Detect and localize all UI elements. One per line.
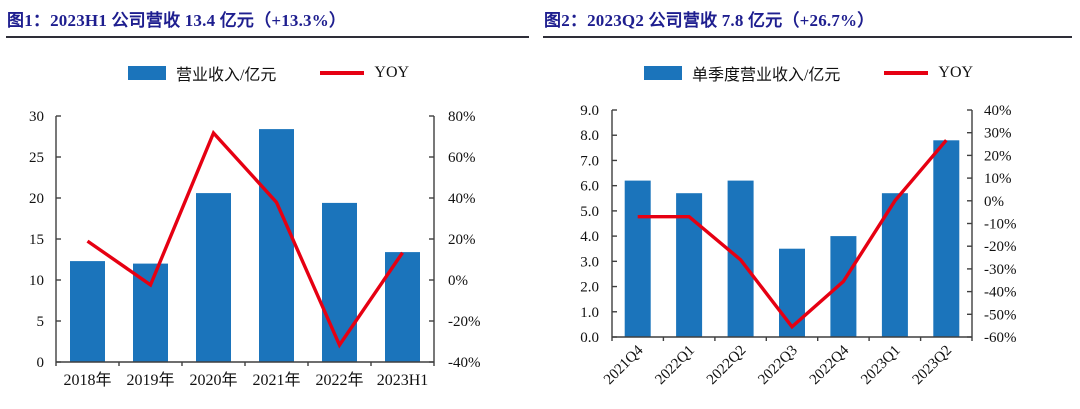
yoy-line: [637, 139, 948, 330]
svg-text:6.0: 6.0: [580, 179, 599, 195]
yoy-line: [86, 129, 404, 349]
svg-text:-10%: -10%: [984, 217, 1017, 233]
x-label: 2022Q3: [755, 343, 800, 388]
figure-2-title: 图2：2023Q2 公司营收 7.8 亿元（+26.7%）: [544, 11, 875, 30]
revenue-bars: [624, 140, 960, 337]
svg-text:-30%: -30%: [984, 262, 1017, 278]
revenue-bars: [70, 129, 420, 362]
x-label: 2022年: [315, 371, 363, 389]
line-legend-label: YOY: [938, 64, 974, 81]
figure-2-panel: 图2：2023Q2 公司营收 7.8 亿元（+26.7%） 单季度营业收入/亿元…: [537, 0, 1080, 409]
svg-text:15: 15: [29, 232, 44, 248]
x-label: 2022Q2: [704, 343, 749, 388]
bar: [624, 180, 651, 337]
svg-text:10%: 10%: [984, 171, 1012, 187]
bar: [196, 193, 231, 362]
x-label: 2020年: [189, 371, 237, 389]
svg-text:9.0: 9.0: [580, 103, 599, 119]
svg-text:30: 30: [29, 109, 44, 125]
bar: [779, 248, 805, 337]
svg-text:60%: 60%: [448, 150, 476, 166]
right-axis: -40% -20% 0% 20% 40% 60% 80%: [429, 109, 481, 371]
svg-text:3.0: 3.0: [580, 254, 599, 270]
svg-text:4.0: 4.0: [580, 229, 599, 245]
x-label: 2019年: [126, 371, 174, 389]
svg-text:8.0: 8.0: [580, 128, 599, 144]
figure-2-title-underline: [543, 36, 1072, 38]
bar-legend-swatch: [643, 66, 682, 80]
figure-1-legend: 营业收入/亿元 YOY: [0, 58, 537, 88]
svg-text:25: 25: [29, 150, 44, 166]
svg-text:80%: 80%: [448, 109, 476, 125]
x-label: 2021年: [252, 371, 300, 389]
left-axis: 0.0 1.0 2.0 3.0 4.0 5.0 6.0 7.0 8.0 9.0: [580, 103, 617, 346]
line-legend-swatch: [884, 71, 929, 75]
figure-2-chart: 0.0 1.0 2.0 3.0 4.0 5.0 6.0 7.0 8.0 9.0 -60% -50% -4…: [580, 103, 1017, 388]
svg-text:20: 20: [29, 191, 44, 207]
bar-legend-label: 单季度营业收入/亿元: [691, 67, 841, 84]
svg-text:-20%: -20%: [984, 239, 1017, 255]
svg-text:2.0: 2.0: [580, 280, 599, 296]
bar: [259, 129, 294, 362]
figure-2-legend: 单季度营业收入/亿元 YOY: [537, 58, 1080, 88]
figure-1-title: 图1：2023H1 公司营收 13.4 亿元（+13.3%）: [7, 11, 347, 30]
svg-text:0%: 0%: [448, 273, 468, 289]
x-label: 2023Q2: [910, 343, 955, 388]
svg-text:7.0: 7.0: [580, 153, 599, 169]
svg-text:-60%: -60%: [984, 330, 1017, 346]
svg-text:0%: 0%: [984, 194, 1004, 210]
svg-text:10: 10: [29, 273, 44, 289]
svg-text:-40%: -40%: [984, 285, 1017, 301]
bar: [676, 193, 703, 337]
svg-text:-40%: -40%: [448, 355, 481, 371]
svg-text:-20%: -20%: [448, 314, 481, 330]
x-label: 2023H1: [377, 372, 429, 389]
x-label: 2018年: [63, 371, 111, 389]
line-legend-label: YOY: [374, 64, 410, 81]
bar: [830, 236, 857, 337]
left-axis: 0 5 10 15 20 25 30: [29, 109, 61, 371]
bar-legend-swatch: [127, 66, 166, 80]
svg-text:40%: 40%: [984, 103, 1012, 119]
svg-text:0.0: 0.0: [580, 330, 599, 346]
x-axis: 2018年 2019年 2020年 2021年 2022年 2023H1: [55, 361, 435, 389]
x-label: 2021Q4: [601, 342, 647, 388]
svg-text:-50%: -50%: [984, 307, 1017, 323]
figure-1-title-underline: [6, 36, 529, 38]
svg-text:20%: 20%: [984, 148, 1012, 164]
figure-1-panel: 图1：2023H1 公司营收 13.4 亿元（+13.3%） 营业收入/亿元 Y…: [0, 0, 537, 409]
svg-text:20%: 20%: [448, 232, 476, 248]
svg-text:0: 0: [37, 355, 45, 371]
bar-legend-label: 营业收入/亿元: [175, 67, 277, 84]
line-legend-swatch: [320, 71, 365, 75]
x-label: 2022Q4: [807, 342, 853, 388]
x-axis: 2021Q4 2022Q1 2022Q2 2022Q3 2022Q4 2023Q1 2023…: [601, 336, 973, 388]
bar: [133, 263, 168, 362]
svg-text:30%: 30%: [984, 126, 1012, 142]
bar: [933, 140, 960, 337]
bar: [322, 202, 357, 362]
svg-text:5.0: 5.0: [580, 204, 599, 220]
x-label: 2022Q1: [652, 343, 697, 388]
svg-text:1.0: 1.0: [580, 305, 599, 321]
right-axis: -60% -50% -40% -30% -20% -10% 0% 10% 20% 30% 40%: [967, 103, 1017, 346]
svg-text:5: 5: [37, 314, 45, 330]
bar: [70, 261, 105, 362]
svg-text:40%: 40%: [448, 191, 476, 207]
x-label: 2023Q1: [858, 343, 903, 388]
